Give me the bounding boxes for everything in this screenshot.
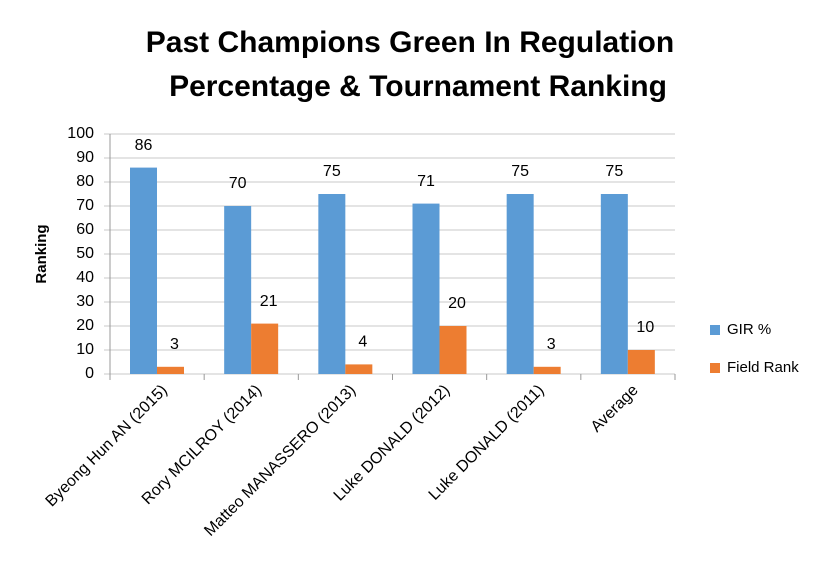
legend-swatch xyxy=(710,325,720,335)
chart-title: Past Champions Green In Regulation xyxy=(146,26,674,59)
data-label: 3 xyxy=(170,336,179,353)
data-label: 71 xyxy=(417,173,435,190)
y-tick-label: 10 xyxy=(76,341,94,358)
bar xyxy=(318,194,346,374)
y-tick-label: 100 xyxy=(67,125,94,142)
bar xyxy=(157,366,184,374)
data-label: 10 xyxy=(636,319,654,336)
x-tick-label: Average xyxy=(588,382,642,436)
bar xyxy=(224,206,252,374)
bar xyxy=(412,203,440,374)
x-tick-label: Matteo MANASSERO (2013) xyxy=(201,382,359,540)
y-tick-label: 90 xyxy=(76,149,94,166)
data-label: 21 xyxy=(260,293,278,310)
data-label: 75 xyxy=(511,163,529,180)
legend-label: GIR % xyxy=(727,321,771,338)
bar xyxy=(627,350,655,374)
bar xyxy=(130,167,157,374)
data-label: 75 xyxy=(323,163,341,180)
data-label: 86 xyxy=(135,137,153,154)
bar xyxy=(251,323,279,374)
y-tick-label: 20 xyxy=(76,317,94,334)
y-tick-label: 40 xyxy=(76,269,94,286)
bar xyxy=(600,194,628,374)
legend-swatch xyxy=(710,363,720,373)
data-label: 3 xyxy=(547,336,556,353)
y-tick-label: 60 xyxy=(76,221,94,238)
y-tick-label: 0 xyxy=(85,365,94,382)
bar xyxy=(533,366,561,374)
data-label: 20 xyxy=(448,295,466,312)
bar xyxy=(506,194,534,374)
data-label: 75 xyxy=(605,163,623,180)
bar xyxy=(439,326,467,374)
data-label: 4 xyxy=(358,334,367,351)
bar xyxy=(345,364,373,374)
y-tick-label: 50 xyxy=(76,245,94,262)
legend-label: Field Rank xyxy=(727,359,799,376)
data-label: 70 xyxy=(229,175,247,192)
y-tick-label: 80 xyxy=(76,173,94,190)
chart-title: Percentage & Tournament Ranking xyxy=(169,70,667,103)
y-tick-label: 30 xyxy=(76,293,94,310)
y-axis-label: Ranking xyxy=(33,224,50,283)
y-tick-label: 70 xyxy=(76,197,94,214)
